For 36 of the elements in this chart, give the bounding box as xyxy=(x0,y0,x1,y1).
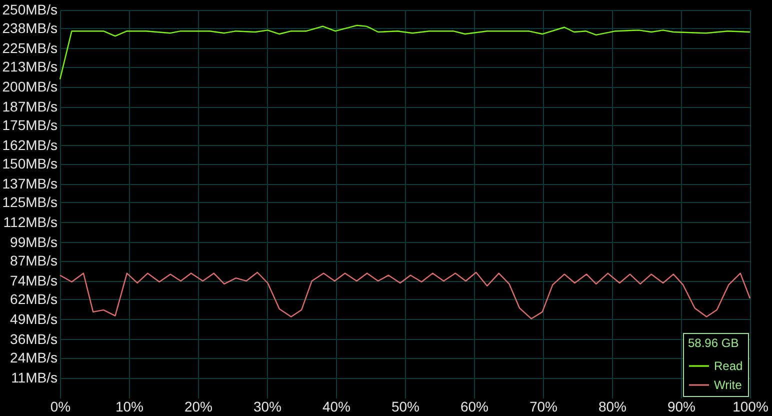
y-tick-label: 162MB/s xyxy=(2,136,58,153)
x-tick-label: 90% xyxy=(667,398,696,414)
y-tick-label: 11MB/s xyxy=(11,369,58,386)
y-tick-label: 187MB/s xyxy=(2,98,58,114)
x-tick-label: 10% xyxy=(115,398,144,414)
x-tick-label: 80% xyxy=(598,398,627,414)
y-tick-label: 250MB/s xyxy=(2,2,58,18)
y-tick-label: 99MB/s xyxy=(10,234,58,250)
y-tick-label: 112MB/s xyxy=(3,214,58,230)
y-tick-label: 49MB/s xyxy=(10,310,58,327)
y-tick-label: 62MB/s xyxy=(10,290,58,307)
y-tick-label: 150MB/s xyxy=(2,155,58,172)
x-tick-label: 30% xyxy=(253,398,282,414)
x-tick-label: 70% xyxy=(529,398,558,414)
y-tick-label: 137MB/s xyxy=(2,175,58,192)
x-tick-label: 0% xyxy=(50,398,71,414)
x-tick-label: 60% xyxy=(460,398,489,414)
line-series xyxy=(59,24,751,80)
legend-label: Read xyxy=(714,359,743,373)
y-tick-label: 200MB/s xyxy=(2,78,58,94)
line-series xyxy=(59,272,751,320)
y-tick-label: 24MB/s xyxy=(10,349,58,366)
y-tick-label: 213MB/s xyxy=(2,58,58,74)
y-tick-label: 225MB/s xyxy=(2,40,58,56)
y-tick-label: 87MB/s xyxy=(10,252,58,268)
x-tick-label: 20% xyxy=(184,398,213,414)
legend-title: 58.96 GB xyxy=(688,336,739,350)
legend-label: Write xyxy=(714,378,742,392)
x-tick-label: 40% xyxy=(322,398,351,414)
y-tick-label: 238MB/s xyxy=(2,20,58,36)
y-tick-label: 125MB/s xyxy=(2,194,58,210)
x-tick-label: 50% xyxy=(391,398,420,414)
y-tick-label: 74MB/s xyxy=(10,272,58,288)
y-tick-label: 175MB/s xyxy=(2,116,58,133)
x-tick-label: 100% xyxy=(732,398,768,414)
y-tick-label: 36MB/s xyxy=(10,330,58,347)
